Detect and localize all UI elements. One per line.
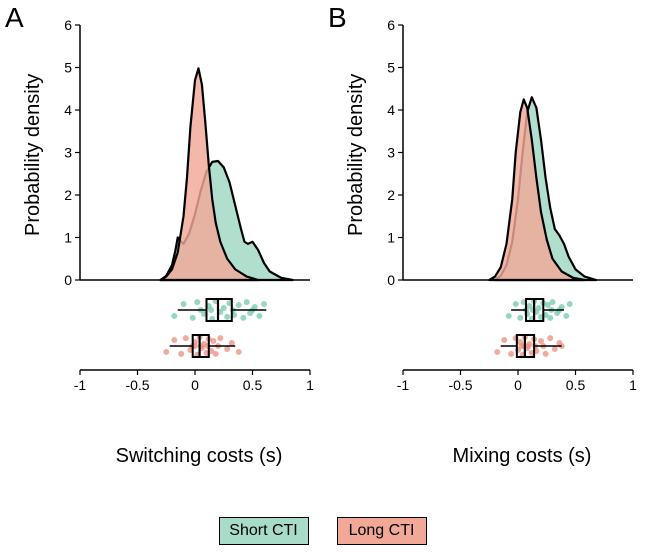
svg-text:0: 0	[64, 272, 72, 288]
panel-a-label: A	[5, 2, 24, 34]
svg-text:6: 6	[64, 20, 72, 33]
svg-text:4: 4	[387, 102, 395, 118]
panel-a-ylabel: Probability density	[22, 30, 45, 280]
svg-text:0.5: 0.5	[566, 377, 586, 393]
svg-text:1: 1	[387, 230, 395, 246]
panel-a-xlabel: Switching costs (s)	[99, 445, 299, 468]
legend-item-long: Long CTI	[337, 517, 427, 545]
legend-swatch-long: Long CTI	[337, 517, 427, 545]
panel-b-ylabel: Probability density	[345, 30, 368, 280]
svg-text:-0.5: -0.5	[125, 377, 149, 393]
svg-text:0: 0	[191, 377, 199, 393]
svg-text:4: 4	[64, 102, 72, 118]
svg-text:-1: -1	[397, 377, 410, 393]
svg-text:2: 2	[64, 187, 72, 203]
svg-text:1: 1	[306, 377, 314, 393]
svg-text:2: 2	[387, 187, 395, 203]
panel-a-svg: 0 1 2 3 4 5 6 -1 -0.5 0 0.5 1	[52, 20, 332, 430]
svg-text:-0.5: -0.5	[448, 377, 472, 393]
svg-text:5: 5	[387, 60, 395, 76]
svg-text:1: 1	[629, 377, 637, 393]
svg-text:0: 0	[514, 377, 522, 393]
svg-text:6: 6	[387, 20, 395, 33]
panel-b-xlabel: Mixing costs (s)	[422, 445, 622, 468]
panel-b-svg: 0 1 2 3 4 5 6 -1 -0.5 0 0.5 1	[375, 20, 645, 430]
svg-text:0: 0	[387, 272, 395, 288]
legend-item-short: Short CTI	[219, 517, 309, 545]
svg-text:3: 3	[64, 145, 72, 161]
svg-text:1: 1	[64, 230, 72, 246]
svg-text:-1: -1	[74, 377, 87, 393]
figure-root: A B Probability density Probability dens…	[0, 0, 645, 557]
legend-swatch-short: Short CTI	[219, 517, 309, 545]
svg-text:5: 5	[64, 60, 72, 76]
legend: Short CTI Long CTI	[219, 517, 427, 545]
svg-text:3: 3	[387, 145, 395, 161]
svg-text:0.5: 0.5	[243, 377, 263, 393]
